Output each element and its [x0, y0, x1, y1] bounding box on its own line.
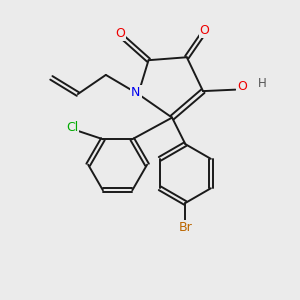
Text: O: O	[200, 24, 209, 37]
Text: O: O	[237, 80, 247, 93]
Text: Br: Br	[178, 221, 192, 234]
Text: O: O	[116, 27, 125, 40]
Text: Cl: Cl	[66, 121, 78, 134]
Text: H: H	[257, 77, 266, 90]
Text: N: N	[131, 86, 141, 99]
